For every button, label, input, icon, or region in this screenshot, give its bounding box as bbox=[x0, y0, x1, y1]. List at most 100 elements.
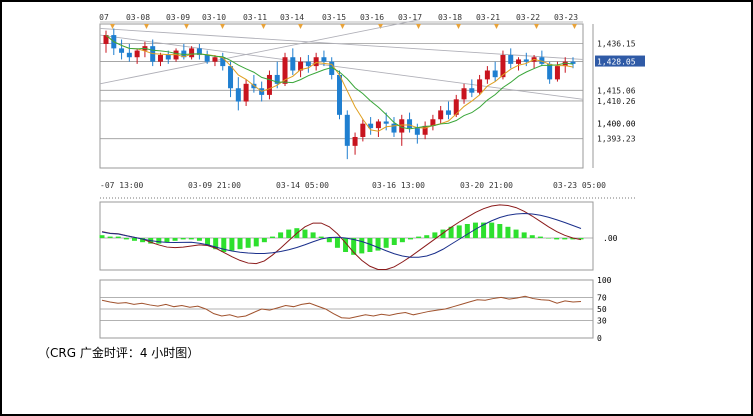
macd-histogram-bar bbox=[554, 238, 560, 240]
macd-histogram-bar bbox=[351, 238, 357, 255]
candle-body bbox=[220, 57, 226, 67]
macd-histogram-bar bbox=[213, 238, 219, 250]
candle-body bbox=[523, 59, 529, 62]
candle-body bbox=[461, 88, 467, 100]
oscillator-tick-label: 50 bbox=[597, 305, 607, 314]
candle-body bbox=[204, 55, 210, 62]
macd-histogram-bar bbox=[391, 238, 397, 245]
macd-histogram-bar bbox=[383, 238, 389, 248]
bottom-time-label: 03-09 21:00 bbox=[188, 181, 241, 190]
price-marker-label: 1,393.23 bbox=[597, 135, 636, 144]
trend-line bbox=[99, 19, 421, 85]
top-date-label: 03-16 bbox=[360, 13, 384, 22]
candle-body bbox=[375, 121, 381, 129]
candle-body bbox=[212, 57, 218, 62]
top-date-label: 03-11 bbox=[243, 13, 267, 22]
macd-histogram-bar bbox=[367, 238, 373, 252]
candle-body bbox=[305, 61, 311, 67]
macd-panel-frame bbox=[99, 201, 594, 271]
macd-histogram-bar bbox=[546, 238, 552, 239]
moving-average-fast bbox=[105, 34, 574, 132]
top-date-label: 03-22 bbox=[516, 13, 540, 22]
macd-histogram-bar bbox=[310, 232, 316, 238]
macd-histogram-bar bbox=[164, 238, 170, 243]
current-price-badge bbox=[595, 55, 645, 67]
macd-histogram-bar bbox=[326, 238, 332, 243]
session-marker-icon bbox=[144, 24, 149, 29]
macd-histogram-bar bbox=[416, 236, 422, 238]
macd-histogram-bar bbox=[343, 238, 349, 252]
oscillator-tick-label: 30 bbox=[597, 317, 607, 326]
candle-body bbox=[492, 70, 498, 78]
macd-histogram-bar bbox=[140, 238, 146, 243]
macd-signal-line bbox=[101, 204, 582, 270]
macd-histogram-bar bbox=[99, 235, 105, 238]
macd-histogram-bar bbox=[237, 238, 243, 250]
candle-body bbox=[453, 99, 459, 115]
chart-caption: （CRG 广金时评：4 小时图） bbox=[38, 346, 200, 360]
candle-body bbox=[407, 119, 413, 129]
candle-body bbox=[157, 55, 163, 62]
moving-average-slow bbox=[105, 34, 574, 130]
candle-body bbox=[438, 110, 444, 120]
candle-body bbox=[352, 136, 358, 146]
oscillator-tick-label: 100 bbox=[597, 276, 612, 285]
macd-histogram-bar bbox=[424, 235, 430, 238]
macd-histogram-bar bbox=[562, 238, 568, 240]
macd-histogram-bar bbox=[521, 232, 527, 238]
session-marker-icon bbox=[494, 24, 499, 29]
macd-histogram-bar bbox=[537, 236, 543, 238]
macd-histogram-bar bbox=[464, 224, 470, 238]
session-marker-icon bbox=[534, 24, 539, 29]
oscillator-line bbox=[101, 295, 582, 319]
candle-body bbox=[337, 74, 342, 115]
macd-histogram-bar bbox=[359, 238, 365, 254]
candle-body bbox=[298, 61, 304, 71]
candle-body bbox=[554, 66, 560, 80]
candle-body bbox=[329, 61, 335, 75]
trend-line bbox=[99, 34, 584, 100]
macd-histogram-bar bbox=[115, 236, 121, 238]
macd-histogram-bar bbox=[196, 238, 202, 241]
candle-body bbox=[477, 79, 483, 93]
session-marker-icon bbox=[110, 24, 115, 29]
candle-body bbox=[266, 74, 272, 95]
candle-body bbox=[321, 57, 327, 62]
top-date-label: 03-10 bbox=[202, 13, 226, 22]
candle-body bbox=[430, 119, 436, 126]
candle-body bbox=[469, 88, 475, 93]
session-marker-icon bbox=[378, 24, 383, 29]
macd-histogram-bar bbox=[278, 232, 284, 238]
macd-histogram-bar bbox=[399, 238, 405, 243]
session-marker-icon bbox=[456, 24, 461, 29]
macd-histogram-bar bbox=[432, 232, 438, 238]
candle-body bbox=[539, 57, 545, 64]
macd-histogram-bar bbox=[578, 238, 584, 240]
session-marker-icon bbox=[220, 24, 225, 29]
macd-histogram-bar bbox=[513, 229, 519, 238]
macd-histogram-bar bbox=[286, 229, 292, 238]
macd-histogram-bar bbox=[318, 236, 324, 238]
candle-body bbox=[383, 121, 389, 124]
candle-body bbox=[235, 88, 241, 102]
session-marker-icon bbox=[298, 24, 303, 29]
price-marker-label: 1,436.15 bbox=[597, 40, 636, 49]
candle-body bbox=[570, 61, 576, 64]
candle-body bbox=[119, 48, 125, 53]
candle-body bbox=[290, 57, 296, 71]
candle-body bbox=[313, 57, 319, 67]
top-date-label: 03-17 bbox=[398, 13, 422, 22]
candle-body bbox=[274, 74, 280, 84]
session-marker-icon bbox=[572, 24, 577, 29]
bottom-time-label: -07 13:00 bbox=[100, 181, 144, 190]
macd-histogram-bar bbox=[205, 238, 211, 245]
candle-body bbox=[134, 50, 140, 58]
macd-histogram-bar bbox=[269, 236, 275, 238]
macd-histogram-bar bbox=[302, 229, 308, 238]
candle-body bbox=[500, 55, 506, 78]
macd-histogram-bar bbox=[375, 238, 381, 251]
candle-body bbox=[391, 123, 397, 133]
candle-body bbox=[181, 50, 187, 58]
macd-histogram-bar bbox=[408, 238, 414, 240]
